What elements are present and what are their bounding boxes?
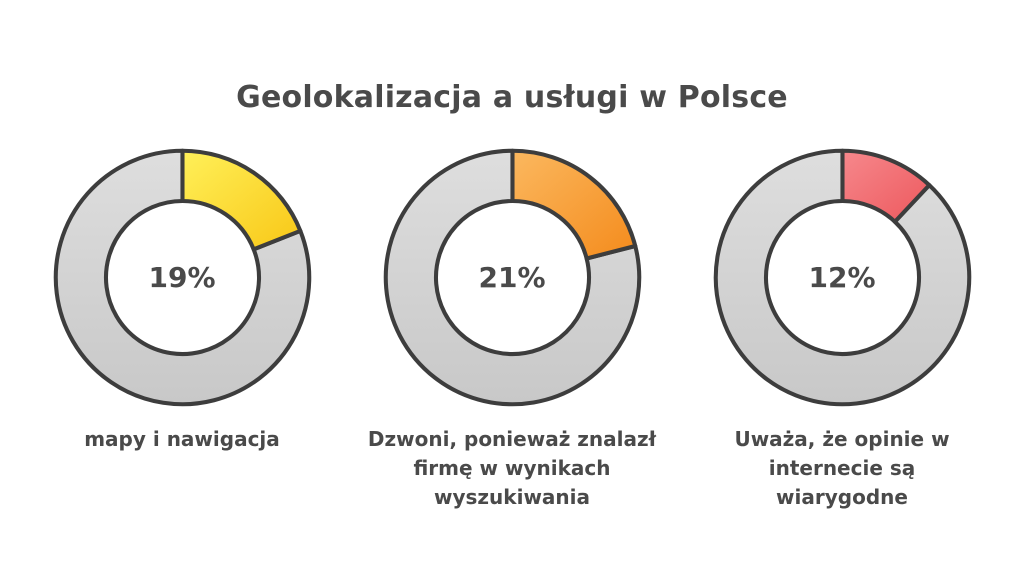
donut-ring-1-graphic: [53, 148, 311, 407]
donut-caption-3: Uważa, że opinie w internecie są wiarygo…: [734, 427, 950, 509]
donut-column-1: 19% mapy i nawigacja: [17, 140, 347, 512]
donut-caption-2: Dzwoni, ponieważ znalazł firmę w wynikac…: [367, 427, 657, 509]
donut-caption-1: mapy i nawigacja: [84, 427, 280, 451]
donut-chart-1: 19%: [45, 140, 320, 415]
donut-chart-3: 12%: [705, 140, 980, 415]
donut-column-2: 21% Dzwoni, ponieważ znalazł firmę w wyn…: [347, 140, 677, 512]
chart-title: Geolokalizacja a usługi w Polsce: [236, 80, 788, 115]
donut-row: 19% mapy i nawigacja 21% Dzwoni, poniewa…: [17, 140, 1007, 512]
donut-column-3: 12% Uważa, że opinie w internecie są wia…: [677, 140, 1007, 512]
donut-ring-3-graphic: [713, 148, 971, 407]
donut-ring-2-graphic: [383, 148, 641, 407]
donut-chart-2: 21%: [375, 140, 650, 415]
